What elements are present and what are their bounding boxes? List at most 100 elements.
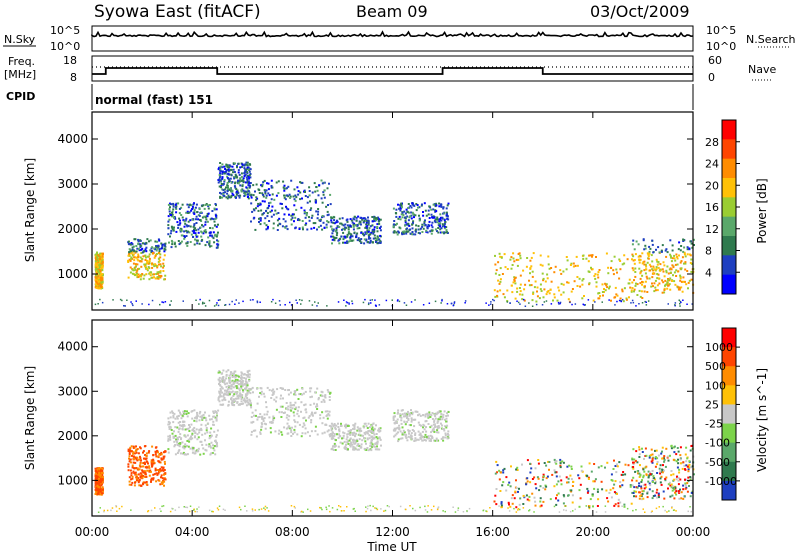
cpid-panel: CPID normal (fast) 151 <box>6 84 694 110</box>
echo-cell <box>424 505 426 508</box>
echo-cell <box>200 220 203 222</box>
echo-cell <box>224 191 226 194</box>
echo-cell <box>257 202 260 205</box>
echo-cell <box>686 253 689 256</box>
echo-cell <box>139 278 142 281</box>
echo-cell <box>185 229 188 232</box>
echo-cell <box>171 228 174 231</box>
echo-cell <box>239 395 242 397</box>
echo-cell <box>218 376 221 379</box>
echo-cell <box>228 380 231 383</box>
echo-cell <box>285 402 288 404</box>
echo-cell <box>179 411 181 414</box>
echo-cell <box>378 304 381 306</box>
echo-cell <box>333 434 336 437</box>
echo-cell <box>531 305 534 307</box>
echo-cell <box>304 195 307 197</box>
echo-cell <box>411 233 414 236</box>
echo-cell <box>293 431 296 434</box>
echo-cell <box>649 471 652 474</box>
echo-cell <box>442 436 445 439</box>
echo-cell <box>639 277 642 280</box>
echo-cell <box>334 424 337 427</box>
echo-cell <box>201 417 204 420</box>
echo-cell <box>674 304 676 307</box>
echo-cell <box>594 277 597 280</box>
echo-cell <box>536 290 538 293</box>
echo-cell <box>96 257 99 260</box>
echo-cell <box>342 238 345 241</box>
echo-cell <box>287 408 290 411</box>
echo-cell <box>359 221 362 223</box>
echo-cell <box>154 467 157 470</box>
echo-cell <box>548 267 551 270</box>
echo-cell <box>351 432 354 434</box>
echo-cell <box>96 259 99 262</box>
echo-cell <box>177 438 179 441</box>
echo-cell <box>285 205 287 208</box>
echo-cell <box>237 171 240 174</box>
echo-cell <box>159 253 162 256</box>
echo-cell <box>401 230 404 233</box>
echo-cell <box>442 413 445 416</box>
echo-cell <box>616 492 618 495</box>
echo-cell <box>151 263 153 266</box>
echo-cell <box>330 437 333 440</box>
echo-cell <box>378 437 381 440</box>
echo-cell <box>270 209 273 212</box>
echo-cell <box>641 262 644 265</box>
echo-cell <box>331 447 334 450</box>
echo-cell <box>645 473 648 476</box>
echo-cell <box>228 164 231 167</box>
echo-cell <box>515 487 518 489</box>
echo-cell <box>140 459 142 462</box>
echo-cell <box>144 476 147 478</box>
echo-cell <box>519 254 522 257</box>
echo-cell <box>180 234 183 237</box>
echo-cell <box>308 415 311 418</box>
echo-cell <box>652 265 655 268</box>
echo-cell <box>227 392 230 395</box>
echo-cell <box>258 395 260 398</box>
echo-cell <box>309 200 311 203</box>
echo-cell <box>245 382 248 385</box>
echo-cell <box>233 176 236 178</box>
echo-cell <box>296 302 298 304</box>
echo-cell <box>201 443 204 446</box>
echo-cell <box>594 273 597 276</box>
echo-cell <box>633 288 636 291</box>
echo-cell <box>417 430 420 433</box>
echo-cell <box>200 416 203 419</box>
echo-cell <box>443 227 446 230</box>
echo-cell <box>638 476 641 478</box>
echo-cell <box>677 286 680 289</box>
echo-cell <box>167 224 170 227</box>
echo-cell <box>160 451 163 454</box>
echo-cell <box>329 435 332 438</box>
echo-cell <box>367 241 369 244</box>
echo-cell <box>101 269 104 272</box>
echo-cell <box>671 489 674 492</box>
echo-cell <box>183 506 185 508</box>
echo-cell <box>143 274 146 277</box>
echo-cell <box>243 167 246 170</box>
echo-cell <box>219 196 222 199</box>
echo-cell <box>517 490 519 493</box>
echo-cell <box>536 476 539 479</box>
echo-cell <box>546 273 549 276</box>
echo-cell <box>221 178 224 181</box>
echo-cell <box>555 460 558 463</box>
echo-cell <box>159 276 162 279</box>
echo-cell <box>641 297 644 299</box>
echo-cell <box>436 427 439 430</box>
echo-cell <box>488 304 490 306</box>
echo-cell <box>335 221 338 224</box>
echo-cell <box>200 230 203 233</box>
echo-cell <box>424 209 427 212</box>
echo-cell <box>128 258 131 261</box>
echo-cell <box>249 194 251 197</box>
echo-cell <box>434 439 437 442</box>
echo-cell <box>376 226 379 228</box>
echo-cell <box>437 426 440 429</box>
echo-cell <box>421 225 424 228</box>
